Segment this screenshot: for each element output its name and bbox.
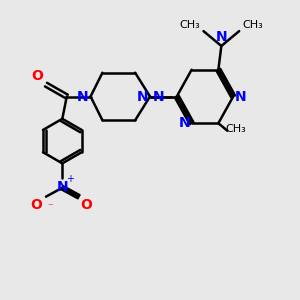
Text: N: N xyxy=(76,89,88,103)
Text: N: N xyxy=(152,89,164,103)
Text: O: O xyxy=(31,198,42,212)
Text: N: N xyxy=(178,116,190,130)
Text: N: N xyxy=(56,180,68,194)
Text: +: + xyxy=(66,174,74,184)
Text: ⁻: ⁻ xyxy=(47,202,53,212)
Text: N: N xyxy=(215,31,227,44)
Text: O: O xyxy=(80,198,92,212)
Text: N: N xyxy=(235,89,246,103)
Text: N: N xyxy=(137,89,148,103)
Text: CH₃: CH₃ xyxy=(242,20,263,30)
Text: CH₃: CH₃ xyxy=(180,20,200,30)
Text: O: O xyxy=(31,69,43,83)
Text: CH₃: CH₃ xyxy=(226,124,247,134)
